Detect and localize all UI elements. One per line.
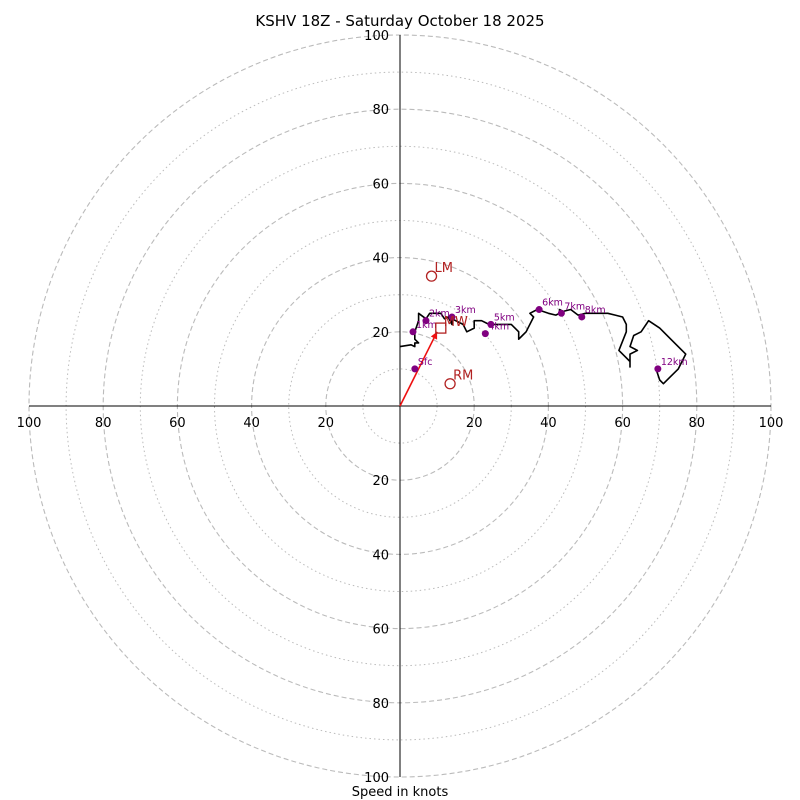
y-tick-label: 40 — [372, 252, 389, 267]
height-label-8km: 8km — [585, 305, 606, 316]
storm-motion-rm-label: RM — [453, 369, 473, 384]
mean-wind-label: MW — [444, 315, 468, 330]
x-tick-label: 40 — [243, 416, 260, 431]
chart-title: KSHV 18Z - Saturday October 18 2025 — [255, 12, 544, 30]
y-tick-label: 80 — [372, 103, 389, 118]
mean-wind-marker — [435, 322, 447, 334]
height-marker-1km — [409, 328, 417, 336]
x-tick-label: 100 — [17, 416, 42, 431]
storm-motion-lm-marker — [425, 270, 438, 282]
height-label-4km: 4km — [488, 322, 509, 333]
mean-wind-vector — [399, 331, 438, 407]
height-marker-8km — [578, 313, 586, 321]
height-label-2km: 2km — [429, 309, 450, 320]
height-marker-4km — [481, 330, 489, 338]
x-tick-label: 20 — [466, 416, 483, 431]
y-tick-label-top: 100 — [364, 29, 389, 44]
x-tick-label: 60 — [614, 416, 631, 431]
y-tick-label: 60 — [372, 623, 389, 638]
x-tick-label: 20 — [318, 416, 335, 431]
x-tick-label: 60 — [169, 416, 186, 431]
height-label-7km: 7km — [564, 301, 585, 312]
height-marker-12km — [654, 365, 662, 373]
height-marker-7km — [557, 309, 565, 317]
height-label-3km: 3km — [455, 305, 476, 316]
y-tick-label: 80 — [372, 697, 389, 712]
y-tick-label-bottom: 100 — [364, 771, 389, 786]
x-axis-label: Speed in knots — [352, 785, 449, 800]
y-tick-label: 20 — [372, 326, 389, 341]
y-tick-label: 20 — [372, 474, 389, 489]
y-tick-label: 40 — [372, 548, 389, 563]
x-tick-label: 80 — [95, 416, 112, 431]
hodograph-trace-layer — [399, 308, 687, 407]
y-tick-label: 60 — [372, 177, 389, 192]
x-tick-label: 40 — [540, 416, 557, 431]
hodograph-trace — [399, 308, 687, 385]
height-marker-2km — [422, 317, 430, 325]
height-label-5km: 5km — [494, 312, 515, 323]
height-marker-6km — [535, 306, 543, 314]
x-tick-label: 80 — [689, 416, 706, 431]
height-label-sfc: Sfc — [418, 357, 433, 368]
height-label-1km: 1km — [416, 320, 437, 331]
storm-motions: LM RM MW — [425, 261, 473, 390]
height-marker-3km — [448, 313, 456, 321]
storm-motion-lm-label: LM — [435, 261, 453, 276]
storm-motion-rm-marker — [444, 378, 456, 390]
tick-labels: 100 80 60 40 20 20 40 60 80 100 80 60 40 20 20 40 60 80 10… — [17, 29, 784, 786]
height-label-12km: 12km — [661, 357, 688, 368]
height-marker-sfc — [411, 365, 419, 373]
height-marker-5km — [487, 320, 495, 328]
height-label-6km: 6km — [542, 298, 563, 309]
mean-wind-arrowhead — [430, 331, 438, 340]
x-tick-label: 100 — [759, 416, 784, 431]
